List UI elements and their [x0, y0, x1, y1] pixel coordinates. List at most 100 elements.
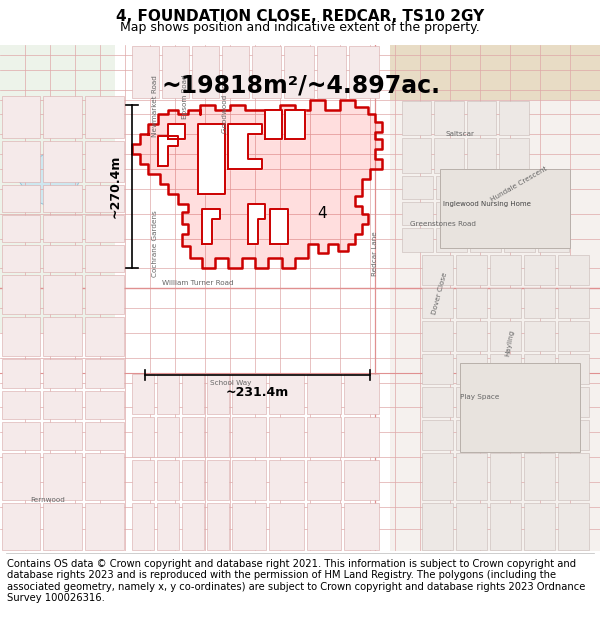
Text: School Way: School Way: [210, 379, 251, 386]
Text: Hundale Crescent: Hundale Crescent: [490, 165, 549, 202]
Text: Contains OS data © Crown copyright and database right 2021. This information is : Contains OS data © Crown copyright and d…: [7, 559, 586, 603]
Bar: [523, 388, 554, 418]
Bar: [85, 422, 124, 451]
Bar: [503, 202, 535, 226]
Bar: [232, 374, 266, 414]
Bar: [470, 176, 500, 199]
Text: Fernwood: Fernwood: [30, 497, 65, 502]
Bar: [0, 45, 115, 333]
Bar: [455, 454, 487, 500]
Bar: [85, 503, 124, 550]
Bar: [191, 46, 218, 98]
Bar: [43, 422, 82, 451]
Text: Cochrane Gardens: Cochrane Gardens: [152, 210, 158, 277]
Bar: [1, 96, 40, 138]
Bar: [490, 503, 521, 550]
Bar: [206, 417, 229, 457]
Bar: [1, 275, 40, 314]
Bar: [421, 503, 452, 550]
Bar: [467, 138, 496, 172]
Bar: [490, 255, 521, 285]
Polygon shape: [202, 209, 220, 244]
Polygon shape: [228, 124, 262, 169]
Bar: [523, 255, 554, 285]
Bar: [490, 321, 521, 351]
Bar: [490, 288, 521, 318]
Bar: [434, 138, 464, 172]
Bar: [557, 454, 589, 500]
Bar: [206, 374, 229, 414]
Bar: [284, 46, 314, 98]
Bar: [455, 503, 487, 550]
Bar: [455, 255, 487, 285]
Bar: [401, 138, 431, 172]
Bar: [557, 388, 589, 418]
Text: Map shows position and indicative extent of the property.: Map shows position and indicative extent…: [120, 21, 480, 34]
Bar: [421, 255, 452, 285]
Bar: [557, 321, 589, 351]
Bar: [401, 202, 433, 226]
Bar: [455, 354, 487, 384]
Bar: [523, 354, 554, 384]
Bar: [557, 503, 589, 550]
Bar: [390, 45, 600, 104]
Bar: [455, 321, 487, 351]
Bar: [157, 460, 179, 500]
Bar: [523, 321, 554, 351]
Bar: [1, 422, 40, 451]
Bar: [182, 374, 203, 414]
Bar: [85, 96, 124, 138]
Bar: [557, 255, 589, 285]
Bar: [43, 245, 82, 272]
Polygon shape: [270, 209, 288, 244]
Bar: [43, 96, 82, 138]
Bar: [43, 317, 82, 356]
Bar: [85, 186, 124, 213]
Bar: [43, 391, 82, 419]
Bar: [206, 460, 229, 500]
Text: ~19818m²/~4.897ac.: ~19818m²/~4.897ac.: [162, 74, 441, 98]
Bar: [251, 46, 281, 98]
Text: Hayling: Hayling: [505, 329, 515, 357]
Bar: [470, 229, 500, 252]
Bar: [349, 46, 379, 98]
Text: ~270.4m: ~270.4m: [109, 155, 122, 218]
Text: Inglewood Nursing Home: Inglewood Nursing Home: [443, 201, 531, 207]
Bar: [523, 503, 554, 550]
Bar: [131, 417, 154, 457]
Bar: [557, 288, 589, 318]
Bar: [85, 391, 124, 419]
Bar: [1, 186, 40, 213]
Bar: [85, 317, 124, 356]
Bar: [523, 288, 554, 318]
Bar: [307, 460, 341, 500]
Text: Play Space: Play Space: [460, 394, 500, 401]
Bar: [344, 374, 379, 414]
Bar: [499, 138, 529, 172]
Bar: [307, 374, 341, 414]
Bar: [455, 288, 487, 318]
Bar: [490, 454, 521, 500]
Bar: [460, 362, 580, 452]
Bar: [43, 215, 82, 242]
Bar: [1, 391, 40, 419]
Bar: [43, 275, 82, 314]
Bar: [1, 245, 40, 272]
Text: Dover Close: Dover Close: [431, 271, 449, 315]
Bar: [269, 374, 304, 414]
Bar: [1, 454, 40, 500]
Bar: [436, 229, 467, 252]
Bar: [1, 317, 40, 356]
Polygon shape: [158, 136, 178, 166]
Bar: [157, 374, 179, 414]
Bar: [436, 202, 467, 226]
Bar: [557, 421, 589, 451]
Bar: [269, 460, 304, 500]
Bar: [43, 141, 82, 182]
Bar: [344, 503, 379, 550]
Bar: [131, 374, 154, 414]
Bar: [269, 503, 304, 550]
Text: Newmarket Road: Newmarket Road: [152, 75, 158, 137]
Bar: [43, 186, 82, 213]
Bar: [503, 176, 535, 199]
